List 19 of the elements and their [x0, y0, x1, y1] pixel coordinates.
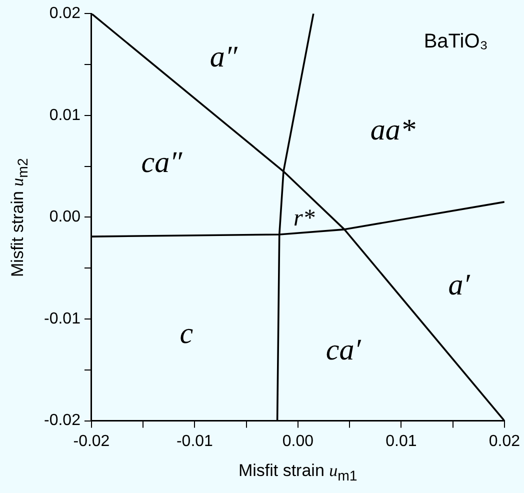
annotation: r* — [293, 206, 315, 232]
annotation: a″ — [210, 40, 238, 74]
x-tick-label: 0.00 — [282, 432, 314, 450]
y-tick-label: -0.02 — [44, 412, 81, 430]
y-tick-label: 0.00 — [49, 208, 81, 226]
annotation: BaTiO₃ — [424, 30, 488, 53]
y-tick-label: -0.01 — [44, 310, 81, 328]
x-axis-title: Misfit strain u$_{m1}$ — [238, 460, 358, 484]
x-tick-label: 0.02 — [488, 432, 520, 450]
x-tick-label: -0.01 — [176, 432, 214, 450]
y-tick-label: 0.01 — [49, 106, 81, 124]
annotation: aa* — [370, 114, 416, 147]
annotation: a′ — [448, 268, 470, 302]
y-tick-label: 0.02 — [49, 5, 81, 22]
annotation: c — [180, 317, 194, 350]
annotation: ca″ — [141, 146, 183, 180]
x-tick-label: -0.02 — [73, 432, 110, 450]
x-tick-label: 0.01 — [386, 432, 417, 450]
annotation: ca′ — [326, 333, 362, 366]
